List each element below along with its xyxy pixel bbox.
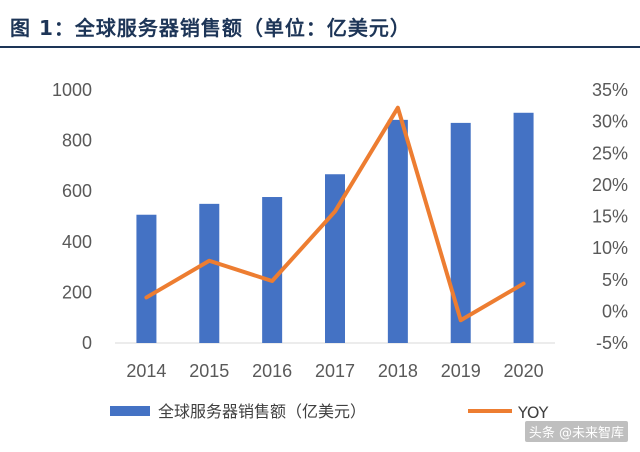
legend-label-bar: 全球服务器销售额（亿美元） bbox=[158, 402, 366, 421]
x-tick-label: 2018 bbox=[378, 361, 418, 381]
bar-2020 bbox=[513, 112, 534, 344]
yoy-point-2015 bbox=[207, 259, 211, 263]
bar-2014 bbox=[136, 214, 157, 343]
yoy-point-2017 bbox=[333, 209, 337, 213]
bar-2015 bbox=[199, 203, 220, 343]
x-tick-label: 2014 bbox=[126, 361, 166, 381]
right-tick-label: 5% bbox=[602, 270, 628, 290]
left-tick-label: 1000 bbox=[52, 80, 92, 100]
bar-2018 bbox=[387, 119, 408, 343]
right-tick-label: 15% bbox=[592, 207, 628, 227]
x-tick-label: 2020 bbox=[504, 361, 544, 381]
x-tick-label: 2015 bbox=[189, 361, 229, 381]
yoy-point-2020 bbox=[522, 282, 526, 286]
right-tick-label: 30% bbox=[592, 112, 628, 132]
right-tick-label: 25% bbox=[592, 143, 628, 163]
right-tick-label: 20% bbox=[592, 175, 628, 195]
bar-2016 bbox=[262, 197, 283, 343]
x-tick-label: 2019 bbox=[441, 361, 481, 381]
right-tick-label: 10% bbox=[592, 238, 628, 258]
right-tick-label: -5% bbox=[596, 333, 628, 353]
title-divider bbox=[0, 46, 640, 48]
legend-label-line: YOY bbox=[517, 403, 549, 422]
legend-swatch-bar bbox=[110, 406, 150, 416]
x-tick-label: 2016 bbox=[252, 361, 292, 381]
yoy-point-2014 bbox=[144, 295, 148, 299]
x-tick-label: 2017 bbox=[315, 361, 355, 381]
left-tick-label: 200 bbox=[62, 282, 92, 302]
figure-title: 图 1：全球服务器销售额（单位：亿美元） bbox=[10, 16, 411, 40]
left-tick-label: 400 bbox=[62, 232, 92, 252]
right-tick-label: 35% bbox=[592, 80, 628, 100]
bar-2019 bbox=[450, 122, 471, 343]
right-tick-label: 0% bbox=[602, 301, 628, 321]
left-tick-label: 800 bbox=[62, 131, 92, 151]
yoy-point-2016 bbox=[270, 279, 274, 283]
watermark: 头条 @未来智库 bbox=[524, 421, 628, 442]
left-tick-label: 0 bbox=[82, 333, 92, 353]
left-tick-label: 600 bbox=[62, 181, 92, 201]
yoy-point-2019 bbox=[459, 318, 463, 322]
yoy-point-2018 bbox=[396, 106, 400, 110]
